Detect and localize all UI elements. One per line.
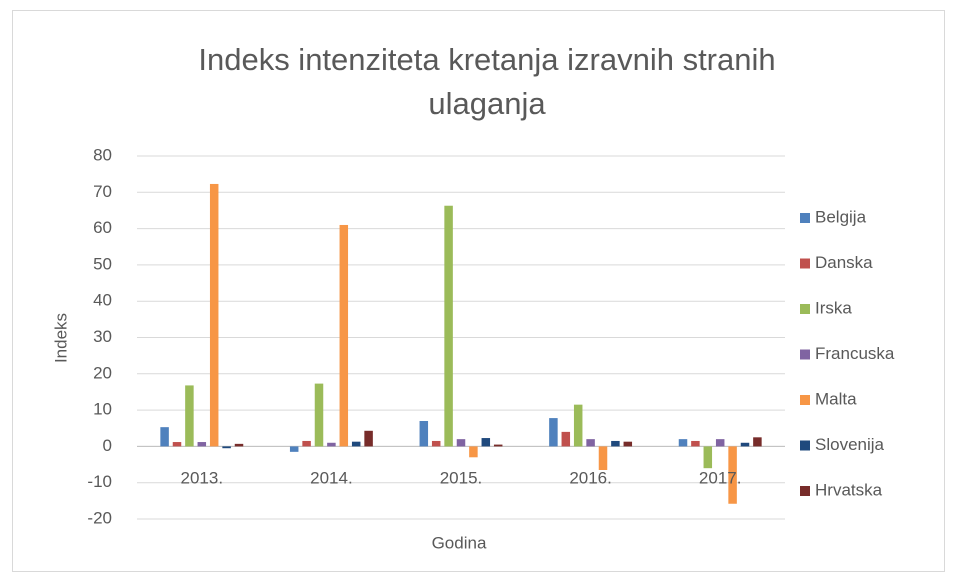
bar	[160, 427, 169, 447]
y-tick-label: 50	[93, 254, 112, 273]
bar	[678, 439, 688, 447]
legend-label: Malta	[815, 389, 857, 408]
bar	[586, 439, 595, 447]
x-tick-label: 2015.	[440, 468, 483, 487]
bar	[598, 446, 608, 470]
x-axis-label: Godina	[432, 533, 487, 552]
bar	[753, 437, 762, 447]
legend-label: Danska	[815, 253, 873, 272]
bar	[703, 446, 713, 469]
y-tick-label: 30	[93, 327, 112, 346]
legend-label: Francuska	[815, 344, 895, 363]
bar	[728, 446, 737, 504]
x-tick-label: 2013.	[181, 468, 224, 487]
y-tick-label: 20	[93, 363, 112, 382]
y-tick-label: -10	[87, 472, 112, 491]
legend-swatch	[800, 304, 810, 314]
bar	[691, 440, 700, 447]
bar	[481, 438, 491, 447]
bar	[351, 441, 361, 447]
chart-title: Indeks intenziteta kretanja izravnih str…	[198, 42, 776, 121]
y-axis-label: Indeks	[51, 313, 70, 363]
legend-label: Hrvatska	[815, 480, 883, 499]
bar	[444, 205, 453, 447]
legend-swatch	[800, 440, 810, 451]
legend-swatch	[800, 213, 810, 223]
bar	[197, 442, 207, 447]
bar	[209, 183, 219, 447]
bar	[431, 440, 441, 447]
bar	[561, 431, 571, 447]
y-tick-label: 60	[93, 218, 112, 237]
legend-swatch	[800, 258, 810, 269]
bar	[623, 441, 633, 447]
bar	[493, 444, 503, 447]
bar	[611, 440, 620, 447]
legend-swatch	[800, 395, 810, 405]
legend-label: Slovenija	[815, 435, 885, 454]
legend-swatch	[800, 486, 810, 496]
bar	[715, 439, 725, 447]
bar	[339, 224, 349, 447]
bar	[549, 418, 558, 447]
bar	[314, 383, 324, 447]
legend-swatch	[800, 349, 810, 360]
bar	[469, 446, 478, 458]
bar	[740, 442, 750, 447]
x-tick-label: 2014.	[310, 468, 353, 487]
legend-label: Irska	[815, 298, 852, 317]
y-tick-label: 40	[93, 291, 112, 310]
bar	[222, 446, 231, 449]
legend-label: Belgija	[815, 207, 867, 226]
bar	[573, 404, 583, 447]
bar	[364, 430, 373, 447]
y-tick-label: 80	[93, 145, 112, 164]
x-tick-label: 2016.	[569, 468, 612, 487]
y-tick-label: 10	[93, 400, 112, 419]
y-tick-label: -20	[87, 508, 112, 527]
chart-border	[12, 10, 945, 572]
bar	[327, 442, 336, 447]
y-tick-label: 70	[93, 182, 112, 201]
y-tick-label: 0	[103, 436, 112, 455]
bar	[419, 420, 429, 447]
bar	[456, 439, 466, 447]
x-tick-label: 2017.	[699, 468, 742, 487]
bar	[185, 385, 194, 447]
bar	[302, 440, 311, 447]
bar	[234, 443, 244, 447]
bar	[289, 446, 299, 452]
bar	[172, 442, 182, 447]
